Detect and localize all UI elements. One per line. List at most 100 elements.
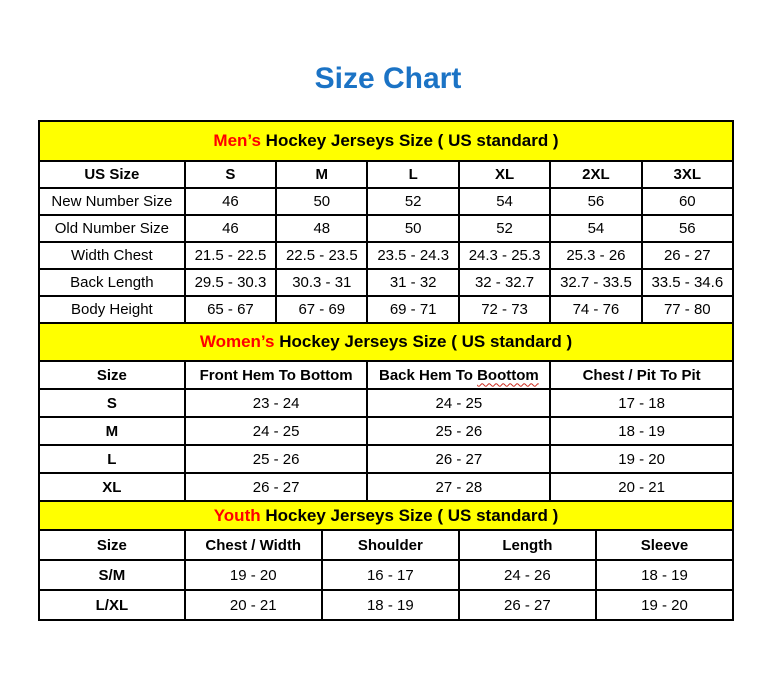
row-label: S xyxy=(38,388,186,418)
womens-header-row: Size Front Hem To Bottom Back Hem To Boott… xyxy=(38,360,734,390)
table-row: Width Chest 21.5 - 22.5 22.5 - 23.5 23.5 - … xyxy=(38,241,735,270)
value-cell: 48 xyxy=(275,214,369,243)
table-row: Back Length 29.5 - 30.3 30.3 - 31 31 - 32 32… xyxy=(38,268,735,297)
value-cell: 24.3 - 25.3 xyxy=(457,241,552,270)
value-cell: 18 - 19 xyxy=(594,559,735,591)
value-cell: 65 - 67 xyxy=(183,295,278,324)
row-label: XL xyxy=(38,472,186,502)
value-cell: 26 - 27 xyxy=(640,241,735,270)
value-cell: 56 xyxy=(549,187,643,216)
table-row: S 23 - 24 24 - 25 17 - 18 xyxy=(38,388,734,418)
value-cell: 30.3 - 31 xyxy=(275,268,369,297)
value-cell: 17 - 18 xyxy=(549,388,734,418)
table-row: Old Number Size 46 48 50 52 54 56 xyxy=(38,214,735,243)
womens-banner-text: Hockey Jerseys Size ( US standard ) xyxy=(274,332,573,351)
value-cell: 19 - 20 xyxy=(549,444,734,474)
row-label: Width Chest xyxy=(38,241,186,270)
value-cell: 25.3 - 26 xyxy=(549,241,643,270)
value-cell: 31 - 32 xyxy=(366,268,460,297)
table-row: M 24 - 25 25 - 26 18 - 19 xyxy=(38,416,734,446)
table-row: New Number Size 46 50 52 54 56 60 xyxy=(38,187,735,216)
column-header: 3XL xyxy=(640,160,735,189)
value-cell: 46 xyxy=(183,214,278,243)
column-header: US Size xyxy=(38,160,186,189)
value-cell: 77 - 80 xyxy=(640,295,735,324)
row-label: M xyxy=(38,416,186,446)
table-row: S/M 19 - 20 16 - 17 24 - 26 18 - 19 xyxy=(38,559,735,591)
value-cell: 21.5 - 22.5 xyxy=(183,241,278,270)
column-header: M xyxy=(275,160,369,189)
column-header: Chest / Width xyxy=(183,529,323,561)
mens-size-table: Men’s Hockey Jerseys Size ( US standard … xyxy=(38,120,735,324)
table-row: L 25 - 26 26 - 27 19 - 20 xyxy=(38,444,734,474)
youth-banner-row: Youth Hockey Jerseys Size ( US standard … xyxy=(38,500,734,531)
value-cell: 74 - 76 xyxy=(549,295,643,324)
column-header: Front Hem To Bottom xyxy=(183,360,369,390)
womens-banner-highlight: Women’s xyxy=(199,332,275,351)
youth-header-row: Size Chest / Width Shoulder Length Sleeve xyxy=(38,529,735,561)
column-header: Chest / Pit To Pit xyxy=(549,360,734,390)
row-label: New Number Size xyxy=(38,187,186,216)
value-cell: 24 - 25 xyxy=(183,416,369,446)
value-cell: 32 - 32.7 xyxy=(457,268,552,297)
value-cell: 23 - 24 xyxy=(183,388,369,418)
value-cell: 20 - 21 xyxy=(549,472,734,502)
row-label: Back Length xyxy=(38,268,186,297)
value-cell: 54 xyxy=(457,187,552,216)
misspelled-word: Boottom xyxy=(477,366,539,384)
row-label: Old Number Size xyxy=(38,214,186,243)
row-label: Body Height xyxy=(38,295,186,324)
mens-section-banner: Men’s Hockey Jerseys Size ( US standard … xyxy=(38,120,734,162)
value-cell: 60 xyxy=(640,187,735,216)
womens-section-banner: Women’s Hockey Jerseys Size ( US standar… xyxy=(38,322,734,362)
value-cell: 25 - 26 xyxy=(183,444,369,474)
value-cell: 26 - 27 xyxy=(457,589,597,621)
row-label: S/M xyxy=(38,559,186,591)
youth-size-table: Youth Hockey Jerseys Size ( US standard … xyxy=(38,500,735,621)
youth-section-banner: Youth Hockey Jerseys Size ( US standard … xyxy=(38,500,734,531)
value-cell: 18 - 19 xyxy=(549,416,734,446)
value-cell: 18 - 19 xyxy=(320,589,460,621)
value-cell: 16 - 17 xyxy=(320,559,460,591)
value-cell: 27 - 28 xyxy=(366,472,552,502)
value-cell: 25 - 26 xyxy=(366,416,552,446)
row-label: L xyxy=(38,444,186,474)
value-cell: 19 - 20 xyxy=(183,559,323,591)
value-cell: 33.5 - 34.6 xyxy=(640,268,735,297)
table-row: L/XL 20 - 21 18 - 19 26 - 27 19 - 20 xyxy=(38,589,735,621)
value-cell: 20 - 21 xyxy=(183,589,323,621)
column-header: Sleeve xyxy=(594,529,735,561)
column-header: Shoulder xyxy=(320,529,460,561)
value-cell: 24 - 25 xyxy=(366,388,552,418)
value-cell: 24 - 26 xyxy=(457,559,597,591)
column-header: 2XL xyxy=(549,160,643,189)
row-label: L/XL xyxy=(38,589,186,621)
size-chart-tables: Men’s Hockey Jerseys Size ( US standard … xyxy=(38,120,735,621)
mens-banner-row: Men’s Hockey Jerseys Size ( US standard … xyxy=(38,120,734,162)
youth-banner-highlight: Youth xyxy=(213,505,261,525)
column-header: Back Hem To Boottom xyxy=(366,360,552,390)
mens-banner-text: Hockey Jerseys Size ( US standard ) xyxy=(260,131,559,150)
value-cell: 29.5 - 30.3 xyxy=(183,268,278,297)
youth-banner-text: Hockey Jerseys Size ( US standard ) xyxy=(260,505,559,525)
value-cell: 19 - 20 xyxy=(594,589,735,621)
value-cell: 50 xyxy=(366,214,460,243)
value-cell: 54 xyxy=(549,214,643,243)
column-header: Size xyxy=(38,529,186,561)
value-cell: 26 - 27 xyxy=(183,472,369,502)
value-cell: 69 - 71 xyxy=(366,295,460,324)
mens-banner-highlight: Men’s xyxy=(213,131,261,150)
column-header: L xyxy=(366,160,460,189)
value-cell: 23.5 - 24.3 xyxy=(366,241,460,270)
value-cell: 32.7 - 33.5 xyxy=(549,268,643,297)
value-cell: 26 - 27 xyxy=(366,444,552,474)
value-cell: 56 xyxy=(640,214,735,243)
value-cell: 22.5 - 23.5 xyxy=(275,241,369,270)
value-cell: 67 - 69 xyxy=(275,295,369,324)
value-cell: 72 - 73 xyxy=(457,295,552,324)
table-row: Body Height 65 - 67 67 - 69 69 - 71 72 - 73 7… xyxy=(38,295,735,324)
value-cell: 50 xyxy=(275,187,369,216)
column-header: S xyxy=(183,160,278,189)
womens-size-table: Women’s Hockey Jerseys Size ( US standar… xyxy=(38,322,734,502)
